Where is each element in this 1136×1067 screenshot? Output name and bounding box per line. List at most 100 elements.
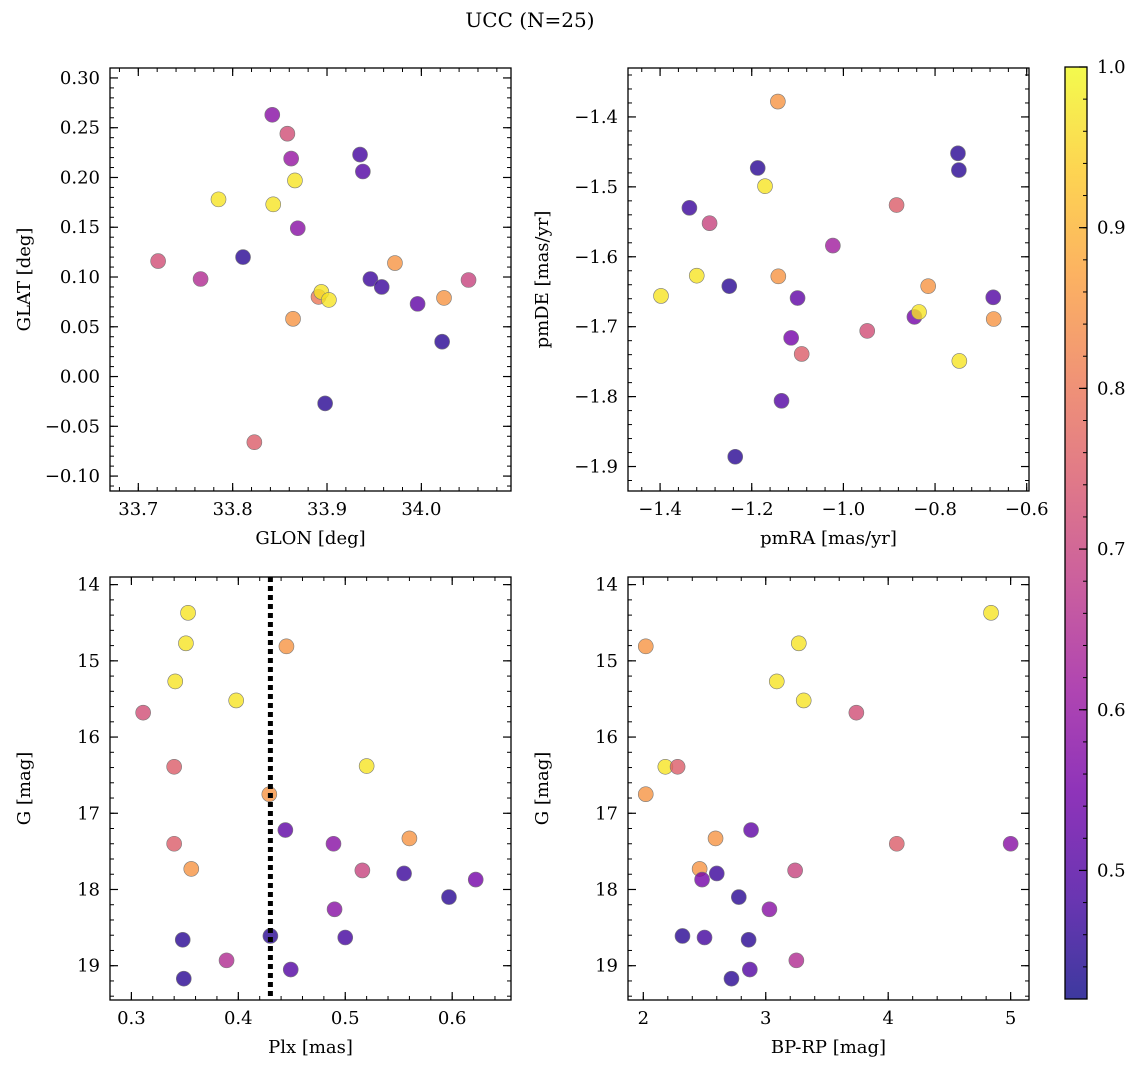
figure-title: UCC (N=25)	[465, 8, 594, 32]
scatter-point	[701, 215, 718, 232]
x-tick-label: 4	[882, 1008, 893, 1029]
colorbar-frame	[1064, 66, 1088, 1000]
scatter-point	[688, 267, 705, 284]
scatter-point	[192, 271, 209, 287]
scatter-point	[321, 292, 337, 308]
x-axis-label: GLON [deg]	[255, 528, 365, 549]
axes-frame	[627, 576, 1030, 1001]
panel-positions: 33.7 33.8 33.9 34.0 −0.10 −0.05 0.00 0.05 0.10 0.…	[14, 67, 512, 549]
y-tick-label: 18	[595, 879, 618, 900]
scatter-point	[278, 638, 295, 655]
x-tick-label: 0.5	[331, 1008, 360, 1029]
y-tick-label: 14	[77, 575, 100, 596]
scatter-point	[326, 901, 343, 918]
scatter-point	[317, 395, 333, 412]
x-tick-label: 0.4	[224, 1008, 253, 1029]
scatter-point	[749, 160, 766, 176]
scatter-point	[708, 865, 725, 882]
scatter-point	[723, 970, 740, 987]
colorbar: 0.5 0.6 0.7 0.8 0.9 1.0	[1064, 57, 1126, 1000]
scatter-point	[674, 928, 691, 944]
scatter-point	[178, 635, 194, 652]
scatter-point	[793, 346, 810, 362]
scatter-point	[434, 333, 450, 350]
scatter-point	[218, 952, 235, 969]
y-tick-label: −1.8	[574, 387, 618, 408]
scatter-point	[888, 835, 905, 852]
x-tick-label: 5	[1005, 1008, 1016, 1029]
y-tick-label: 18	[77, 879, 100, 900]
scatter-point	[791, 635, 807, 652]
scatter-point	[983, 605, 999, 621]
scatter-point	[773, 393, 790, 409]
y-tick-label: 0.25	[60, 118, 100, 139]
y-tick-label: −1.4	[574, 107, 618, 128]
y-tick-label: −1.5	[574, 177, 618, 198]
scatter-point	[757, 178, 773, 194]
scatter-point	[1002, 835, 1019, 852]
scatter-point	[637, 786, 654, 803]
scatter-points	[637, 605, 1019, 987]
y-tick-label: 19	[595, 956, 618, 977]
scatter-point	[467, 871, 484, 888]
x-tick-label: −1.2	[730, 499, 774, 520]
scatter-point	[265, 196, 282, 213]
y-axis-label: G [mag]	[532, 752, 553, 825]
scatter-point	[740, 931, 757, 948]
colorbar-tick-label: 0.8	[1097, 378, 1126, 399]
x-tick-label: −1.0	[822, 499, 866, 520]
scatter-points	[135, 605, 484, 987]
scatter-point	[362, 271, 379, 287]
x-axis-label: pmRA [mas/yr]	[760, 528, 897, 549]
colorbar-tick-label: 0.6	[1097, 700, 1126, 721]
scatter-point	[166, 835, 182, 852]
scatter-point	[859, 323, 876, 339]
scatter-point	[174, 931, 191, 948]
scatter-point	[795, 692, 812, 709]
scatter-point	[436, 290, 452, 306]
scatter-point	[694, 871, 710, 888]
scatter-point	[761, 901, 778, 918]
y-tick-label: 0.15	[60, 217, 100, 238]
scatter-point	[135, 704, 151, 721]
scatter-point	[696, 929, 713, 946]
scatter-point	[727, 448, 744, 465]
scatter-point	[387, 255, 403, 271]
y-tick-label: 0.30	[60, 68, 100, 89]
scatter-point	[653, 288, 669, 304]
y-tick-label: 0.05	[60, 317, 100, 338]
x-tick-label: 33.9	[307, 499, 347, 520]
scatter-point	[951, 353, 968, 369]
scatter-point	[743, 822, 759, 838]
scatter-point	[277, 822, 294, 838]
scatter-point	[721, 278, 738, 294]
x-tick-label: −0.8	[913, 499, 957, 520]
axis-ticks	[628, 68, 1029, 491]
scatter-point	[669, 758, 686, 775]
scatter-point	[789, 290, 806, 306]
x-tick-label: 33.8	[213, 499, 253, 520]
y-tick-label: −0.10	[45, 466, 100, 487]
x-tick-label: 34.0	[401, 499, 441, 520]
y-tick-label: −1.6	[574, 247, 618, 268]
scatter-point	[287, 172, 303, 189]
y-tick-label: −1.7	[574, 317, 618, 338]
axes-frame	[109, 576, 512, 1001]
scatter-point	[210, 191, 227, 208]
scatter-point	[441, 889, 457, 905]
scatter-point	[166, 758, 182, 775]
scatter-point	[283, 150, 299, 167]
scatter-point	[911, 304, 927, 320]
scatter-point	[707, 830, 724, 847]
y-tick-label: 17	[77, 803, 100, 824]
scatter-point	[637, 638, 654, 655]
scatter-point	[358, 758, 375, 774]
panels: 33.7 33.8 33.9 34.0 −0.10 −0.05 0.00 0.05 0.10 0.…	[14, 67, 1049, 1058]
scatter-point	[235, 249, 251, 265]
scatter-point	[787, 862, 803, 879]
scatter-point	[848, 704, 865, 721]
y-tick-label: 15	[595, 651, 618, 672]
scatter-point	[373, 279, 390, 295]
scatter-point	[246, 434, 263, 451]
y-tick-label: 0.10	[60, 267, 100, 288]
